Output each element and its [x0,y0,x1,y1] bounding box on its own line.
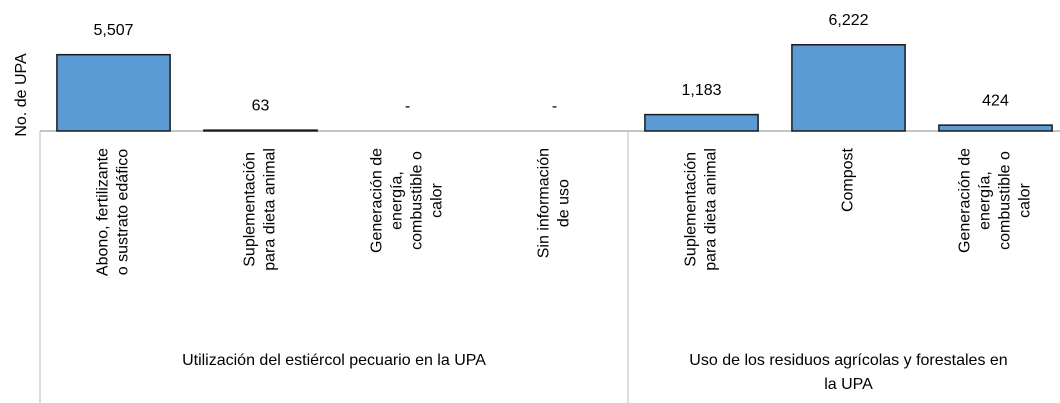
category-label: para dieta animal [262,148,279,271]
value-label: 1,183 [681,82,721,99]
category-label: Suplementación [242,152,259,267]
y-axis-label: No. de UPA [13,53,30,137]
category-label: calor [1017,182,1034,217]
group-label: Utilización del estiércol pecuario en la… [182,352,486,369]
value-label: 424 [982,92,1009,109]
category-label: para dieta animal [703,148,720,271]
group-label: la UPA [824,376,873,393]
bar [203,129,318,132]
category-label: calor [429,182,446,217]
value-label: 6,222 [828,12,868,29]
value-label: - [552,98,557,115]
category-label: de uso [556,179,573,227]
bar [644,113,759,132]
category-label: combustible o [997,151,1014,250]
value-label: - [405,98,410,115]
category-label: Compost [840,147,857,212]
category-label: Generación de [957,148,974,253]
category-label: Generación de [369,148,386,253]
category-label: Abono, fertilizante [95,148,112,276]
category-label: Sin información [536,148,553,258]
group-label: Uso de los residuos agrícolas y forestal… [689,352,1007,369]
category-label: o sustrato edáfico [115,149,132,275]
value-label: 5,507 [93,22,133,39]
bar [56,53,171,132]
category-label: energía, [977,171,994,230]
category-label: Suplementación [683,152,700,267]
bar [938,124,1053,132]
bar [791,44,906,132]
value-label: 63 [252,97,270,114]
category-label: combustible o [409,151,426,250]
category-label: energía, [389,171,406,230]
